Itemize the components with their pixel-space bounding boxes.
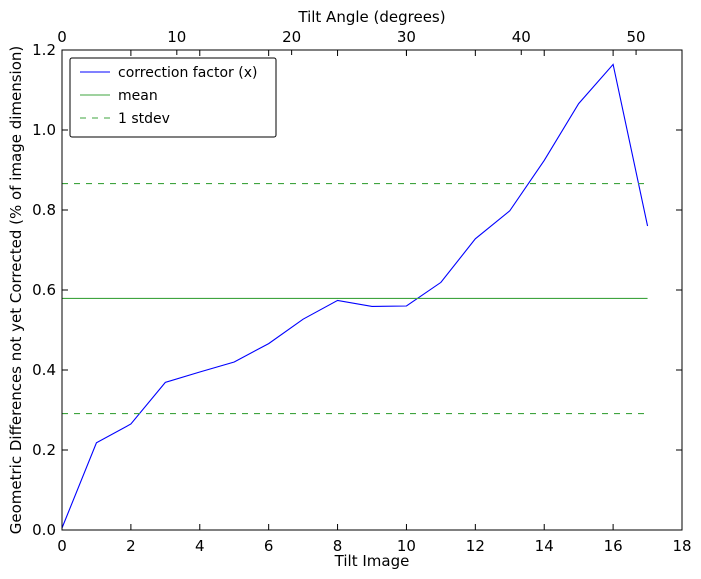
- x-tick-label: 6: [264, 537, 274, 555]
- x-tick-label: 8: [333, 537, 343, 555]
- x-tick-label: 12: [466, 537, 485, 555]
- x-tick-label: 4: [195, 537, 205, 555]
- x-tick-label: 2: [126, 537, 136, 555]
- x-tick-label: 10: [397, 537, 416, 555]
- top-x-tick-label: 10: [167, 28, 186, 46]
- x-tick-label: 14: [535, 537, 554, 555]
- y-tick-label: 0.0: [32, 521, 56, 539]
- x-axis-label: Tilt Image: [334, 552, 410, 570]
- x-tick-label: 16: [604, 537, 623, 555]
- y-tick-label: 0.2: [32, 441, 56, 459]
- top-x-axis-label: Tilt Angle (degrees): [297, 8, 445, 26]
- y-axis-label: Geometric Differences not yet Corrected …: [7, 46, 25, 535]
- legend-entry-label: 1 stdev: [118, 111, 170, 127]
- y-tick-label: 1.0: [32, 121, 56, 139]
- y-tick-label: 1.2: [32, 41, 56, 59]
- y-tick-label: 0.8: [32, 201, 56, 219]
- x-tick-label: 0: [57, 537, 67, 555]
- x-tick-label: 18: [672, 537, 691, 555]
- top-x-tick-label: 20: [282, 28, 301, 46]
- top-x-tick-label: 0: [57, 28, 67, 46]
- y-tick-label: 0.6: [32, 281, 56, 299]
- legend: correction factor (x) mean 1 stdev: [69, 57, 277, 138]
- legend-box: [69, 57, 277, 138]
- legend-entry-label: mean: [118, 88, 158, 104]
- top-x-tick-label: 50: [627, 28, 646, 46]
- plot-area: [61, 63, 649, 529]
- top-x-tick-label: 40: [512, 28, 531, 46]
- y-tick-label: 0.4: [32, 361, 56, 379]
- top-x-tick-label: 30: [397, 28, 416, 46]
- series-line-0: [61, 63, 649, 529]
- legend-entry-label: correction factor (x): [118, 65, 257, 81]
- axes: 0 2 4 6 8 10 12 14 16 18 0 10 20 30 40 50 0.0 0.2 0.4 0.6 0.…: [7, 8, 692, 570]
